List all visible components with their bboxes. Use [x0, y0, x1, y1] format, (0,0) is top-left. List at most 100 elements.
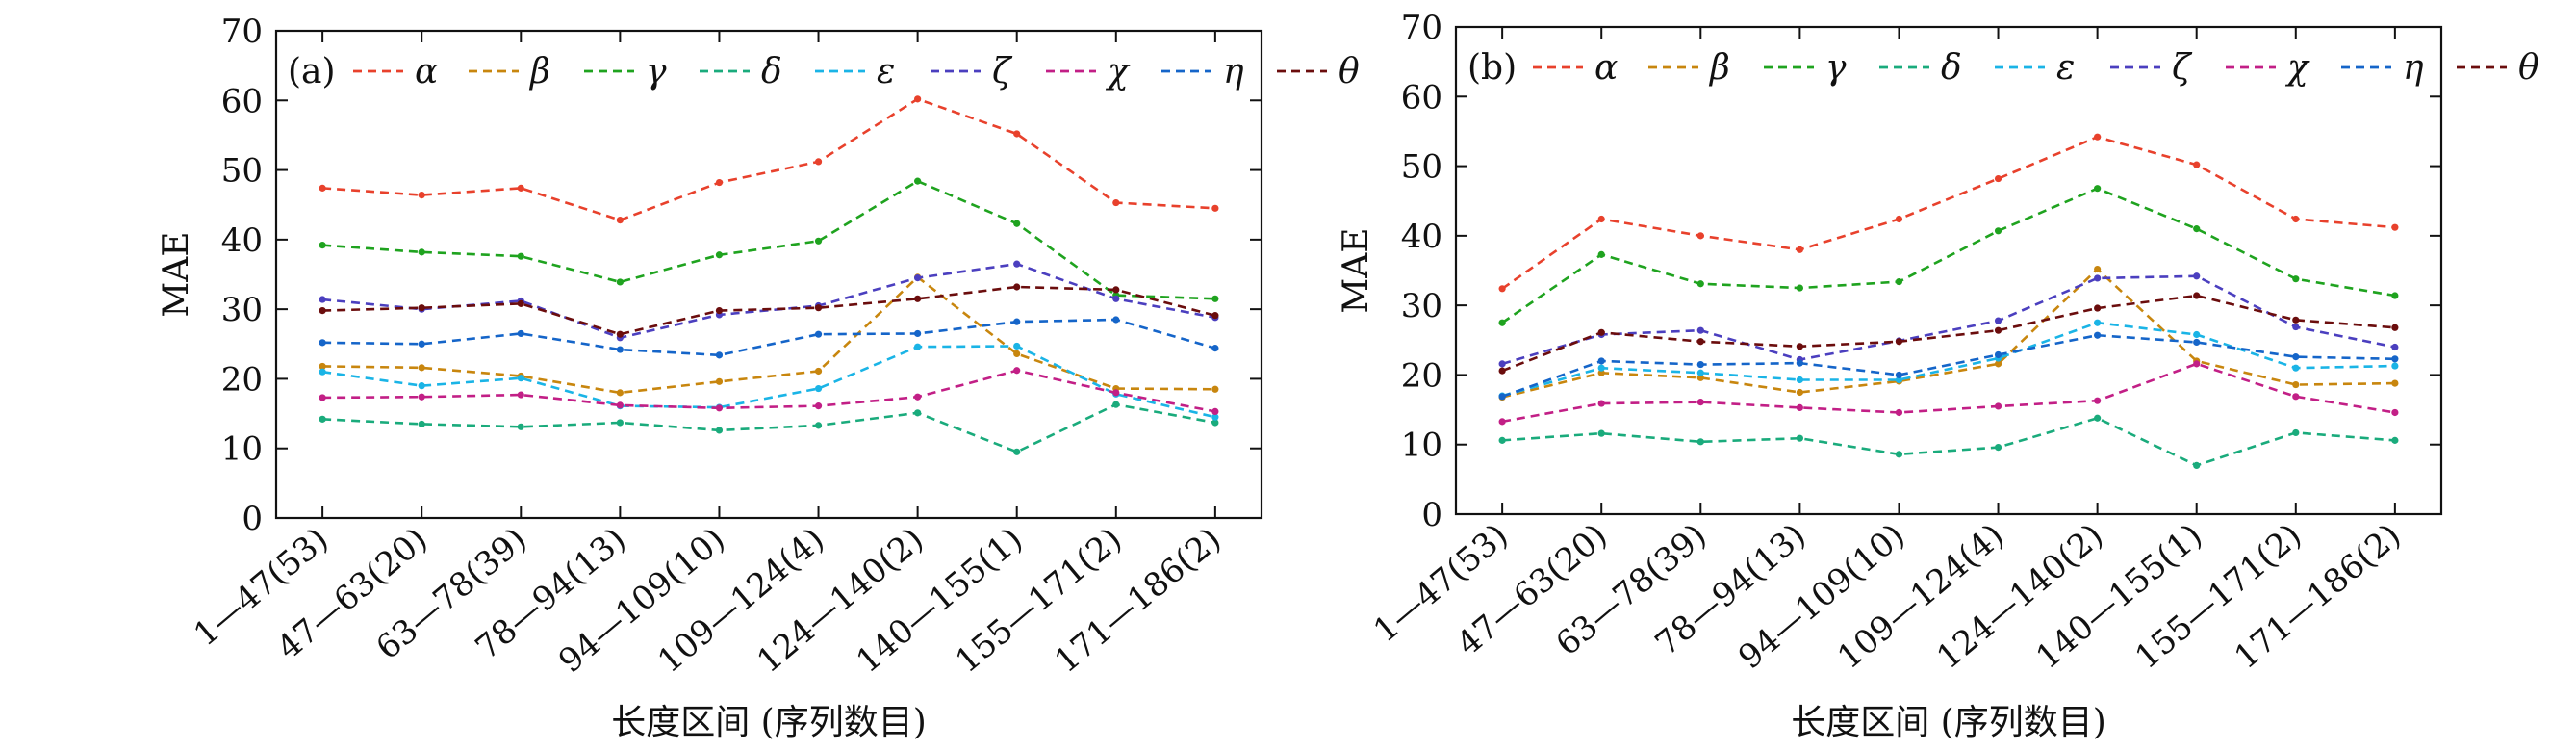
data-point: [1498, 436, 1506, 444]
series-line: [322, 402, 1216, 453]
data-point: [1013, 283, 1021, 291]
data-point: [616, 217, 624, 224]
data-point: [319, 184, 326, 192]
data-point: [1112, 389, 1120, 397]
data-point: [418, 393, 425, 401]
legend-label: χ: [2284, 48, 2310, 88]
data-point: [2391, 223, 2399, 231]
legend-label: ε: [2056, 48, 2075, 88]
data-point: [914, 393, 922, 401]
series-4: [319, 342, 1219, 421]
panel-label: (a): [288, 52, 336, 91]
data-point: [1994, 227, 2002, 235]
x-axis-label: 长度区间 (序列数目): [611, 703, 927, 742]
x-axis-label: 长度区间 (序列数目): [1791, 703, 2106, 742]
data-point: [2292, 316, 2300, 324]
legend-label: ζ: [992, 52, 1013, 91]
y-tick-label: 20: [221, 360, 263, 399]
data-point: [1696, 374, 1704, 381]
data-point: [2193, 330, 2201, 339]
data-point: [1013, 342, 1021, 350]
data-point: [517, 184, 524, 192]
series-line: [322, 369, 1216, 413]
series-2: [319, 177, 1219, 302]
y-tick-label: 10: [1401, 427, 1442, 465]
data-point: [616, 389, 624, 397]
y-tick-label: 40: [221, 221, 263, 260]
data-point: [517, 299, 524, 307]
data-point: [616, 330, 624, 338]
series-line: [1501, 321, 2395, 398]
data-point: [2391, 408, 2399, 417]
y-tick-label: 40: [1401, 218, 1442, 256]
data-point: [319, 339, 326, 347]
data-point: [1895, 277, 1903, 286]
data-point: [2391, 324, 2399, 331]
data-point: [1994, 350, 2002, 359]
legend-item: γ: [584, 52, 667, 91]
data-point: [319, 362, 326, 371]
data-point: [1112, 286, 1120, 294]
data-point: [616, 346, 624, 353]
data-point: [2094, 133, 2102, 141]
data-point: [1112, 401, 1120, 408]
series-line: [1501, 274, 2396, 366]
legend-item: ε: [815, 52, 895, 91]
data-point: [914, 409, 922, 417]
data-point: [1597, 429, 1605, 437]
data-point: [1796, 246, 1803, 253]
legend-label: η: [1223, 52, 1244, 91]
data-point: [1597, 357, 1605, 365]
legend-label: χ: [1105, 52, 1131, 91]
plot-frame: [274, 29, 1263, 520]
data-point: [814, 330, 823, 338]
series-3: [1498, 414, 2399, 469]
y-tick-label: 0: [242, 500, 263, 538]
data-point: [616, 401, 624, 409]
data-point: [1994, 402, 2002, 410]
data-point: [319, 296, 326, 303]
data-point: [2094, 274, 2102, 282]
series-6: [319, 367, 1219, 416]
series-line: [322, 275, 1215, 395]
legend-item: θ: [1277, 52, 1360, 91]
series-line: [321, 345, 1216, 419]
y-tick-label: 10: [221, 430, 263, 469]
legend-label: α: [415, 52, 438, 91]
y-tick-label: 50: [221, 152, 263, 191]
legend-item: γ: [1764, 48, 1847, 88]
data-point: [1211, 385, 1219, 393]
series-2: [1498, 185, 2399, 326]
data-point: [1597, 250, 1605, 258]
data-point: [319, 368, 326, 376]
y-tick-label: 70: [221, 13, 263, 51]
series-line: [1501, 294, 2395, 373]
legend-label: ζ: [2172, 48, 2193, 88]
legend-label: η: [2403, 48, 2424, 88]
data-point: [715, 306, 724, 315]
data-point: [1498, 393, 1506, 401]
data-point: [1696, 338, 1704, 346]
legend-label: γ: [1825, 48, 1847, 88]
data-point: [418, 420, 425, 428]
legend-label: β: [528, 52, 550, 91]
data-point: [1796, 388, 1803, 397]
data-point: [1796, 343, 1803, 350]
data-point: [418, 382, 425, 390]
series-5: [1498, 272, 2399, 368]
y-tick-label: 60: [221, 82, 263, 120]
data-point: [1895, 371, 1903, 379]
data-point: [2193, 272, 2201, 280]
data-point: [814, 402, 823, 410]
y-tick-label: 0: [1421, 496, 1442, 534]
data-point: [814, 384, 823, 393]
legend-item: ζ: [2110, 48, 2193, 88]
data-point: [418, 364, 425, 372]
data-point: [418, 304, 425, 312]
data-point: [2094, 331, 2102, 339]
legend-label: ε: [877, 52, 895, 91]
legend-item: α: [1533, 48, 1618, 88]
data-point: [1994, 317, 2002, 324]
data-point: [914, 295, 922, 302]
y-axis-label: MAE: [1337, 227, 1376, 313]
